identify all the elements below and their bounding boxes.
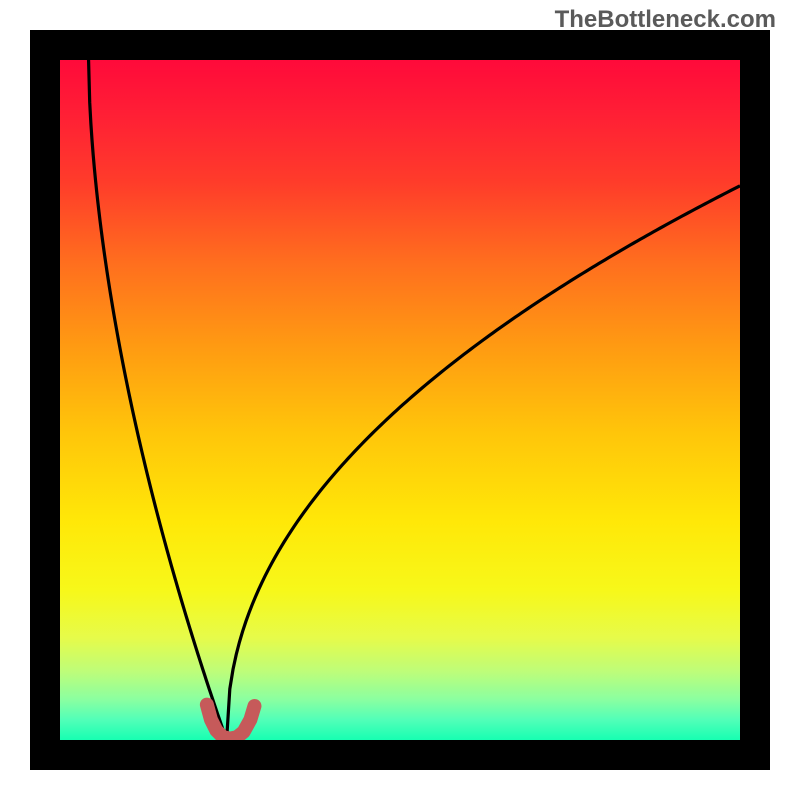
curve-right — [227, 186, 740, 740]
curves-overlay — [60, 60, 740, 740]
chart-container: TheBottleneck.com — [0, 0, 800, 800]
highlight-marker — [207, 705, 255, 739]
watermark-text: TheBottleneck.com — [555, 6, 776, 34]
curve-left — [89, 60, 227, 740]
plot-frame — [30, 30, 770, 770]
